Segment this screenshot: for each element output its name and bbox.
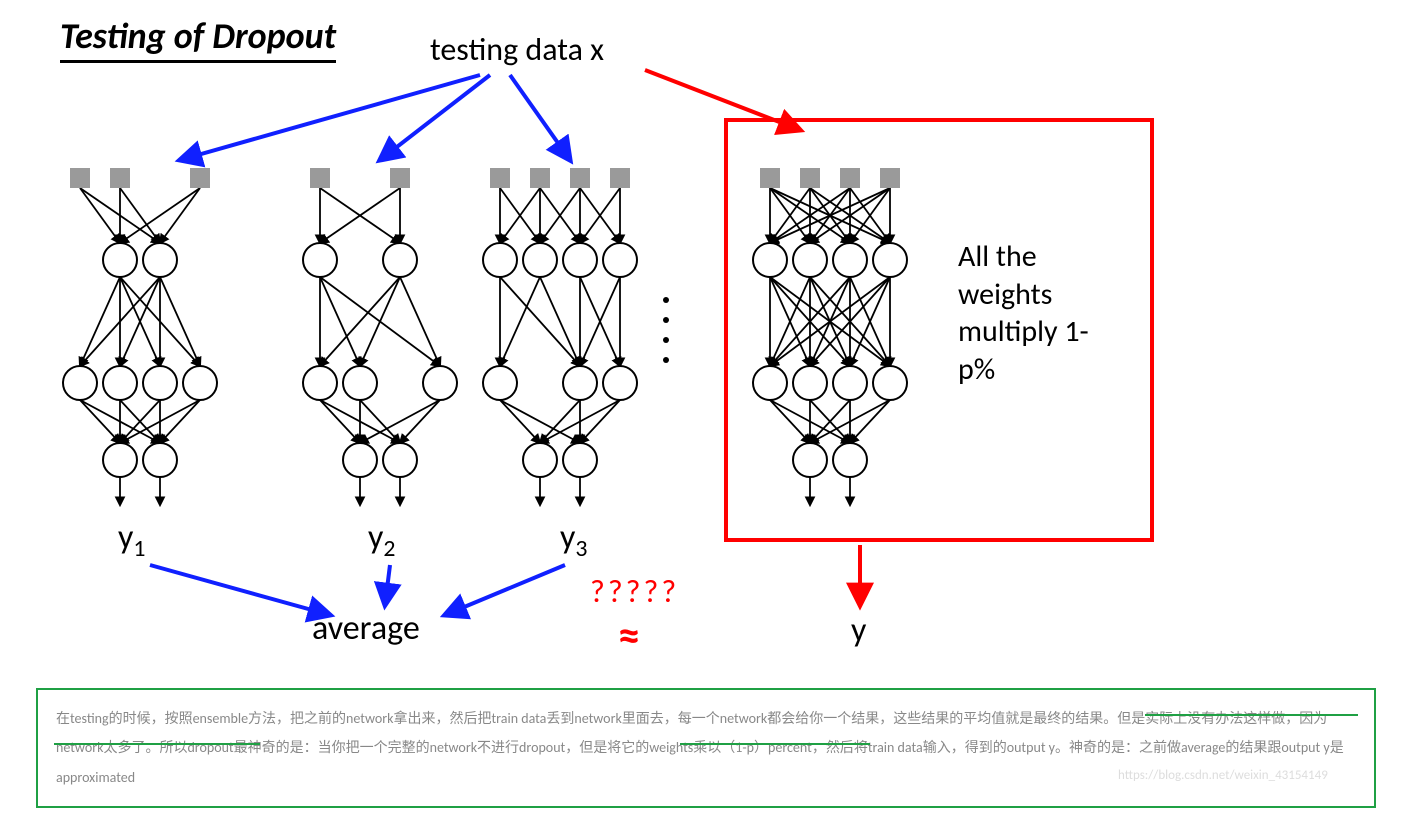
- diagram-svg: [0, 0, 1416, 814]
